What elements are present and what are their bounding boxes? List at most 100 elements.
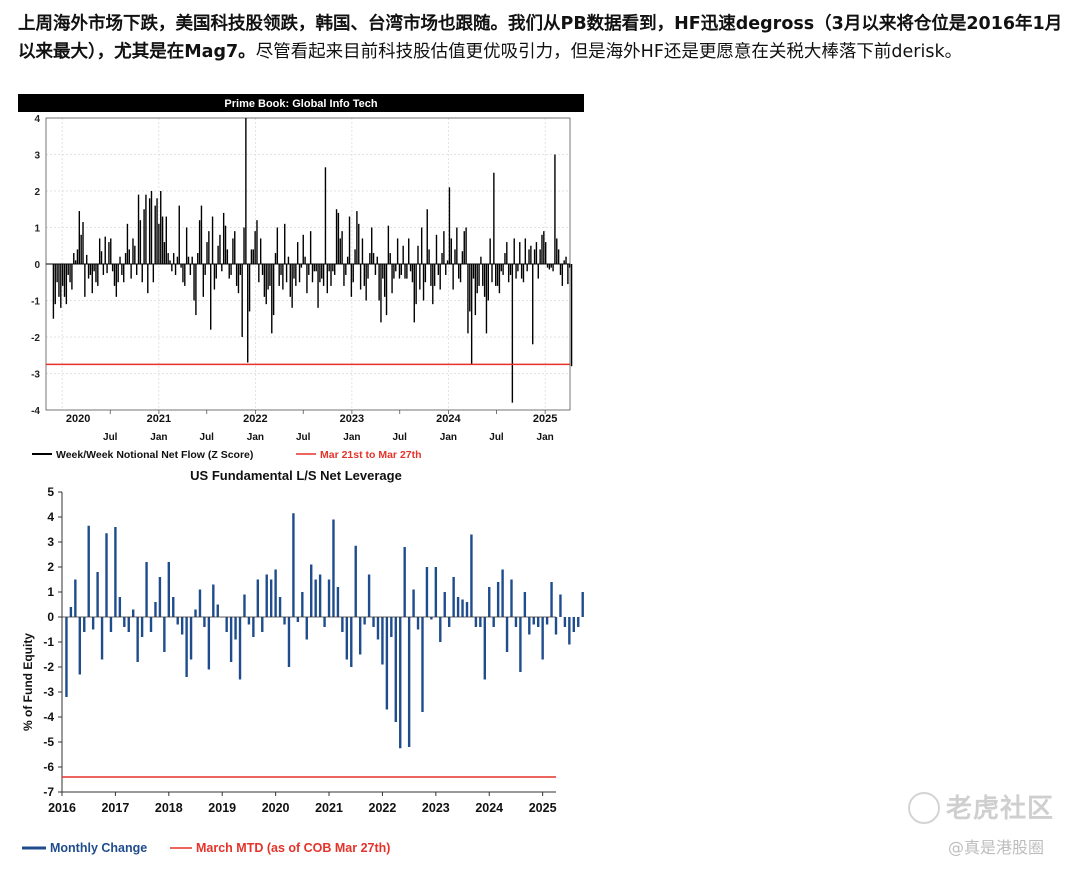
- chart1-bar: [533, 249, 536, 264]
- chart1-bar: [234, 231, 236, 264]
- chart1-bar: [532, 264, 534, 345]
- chart2-bar: [381, 617, 384, 665]
- chart1-bar: [539, 249, 541, 264]
- chart1-year-label: 2024: [436, 413, 461, 425]
- chart1-bar: [289, 264, 291, 297]
- chart2-year-label: 2018: [155, 801, 183, 815]
- chart2-bar: [109, 617, 113, 632]
- chart2-year-label: 2019: [208, 801, 236, 815]
- chart2-bar: [243, 594, 246, 617]
- chart2-bar: [207, 617, 211, 670]
- chart1-y-tick-label: -2: [31, 333, 40, 344]
- chart2-bar: [341, 617, 344, 632]
- chart1-bar: [565, 256, 567, 264]
- chart1-month-label: Jan: [247, 432, 264, 443]
- chart1-bar: [356, 211, 358, 264]
- chart1-bar: [130, 264, 132, 279]
- chart2-bar: [403, 547, 406, 617]
- chart2-bar: [301, 592, 304, 617]
- chart2-bar: [252, 617, 255, 637]
- chart1-bar: [569, 264, 571, 268]
- chart1-bar: [258, 264, 260, 283]
- chart1-bar: [424, 264, 427, 283]
- chart1-bar: [311, 264, 314, 283]
- chart1-bar: [134, 245, 136, 264]
- chart2-bar: [172, 597, 175, 617]
- chart1-bar: [443, 231, 445, 264]
- chart1-bar: [500, 264, 502, 272]
- chart1-bar: [502, 264, 504, 275]
- chart2-y-tick-label: 2: [47, 560, 54, 574]
- chart1-bar: [210, 264, 212, 330]
- chart2-bar: [296, 617, 300, 622]
- chart1-bar: [61, 264, 64, 286]
- chart1-bar: [263, 264, 266, 297]
- chart1-month-label: Jan: [440, 432, 457, 443]
- chart1-bar: [143, 209, 145, 264]
- chart1-bar: [306, 264, 308, 294]
- chart1-bar: [515, 264, 517, 279]
- chart1-bar: [557, 249, 560, 264]
- chart2-bar: [354, 545, 357, 617]
- chart1-bar: [556, 238, 558, 264]
- chart2-bar: [523, 592, 527, 617]
- watermark-brand-text: 老虎社区: [946, 794, 1055, 824]
- chart2-bar: [372, 617, 375, 627]
- chart2-legend-label-change: Monthly Change: [50, 841, 147, 855]
- chart2-bar: [216, 604, 219, 617]
- chart2-bar: [367, 574, 371, 617]
- chart2-bar: [528, 617, 531, 635]
- chart1-bar: [71, 264, 73, 290]
- chart1-bar: [219, 234, 221, 264]
- chart1-bar: [495, 264, 497, 286]
- chart1-bar: [430, 264, 432, 286]
- chart1-bar: [415, 264, 417, 305]
- chart1-bar: [554, 154, 556, 264]
- chart1-bar: [184, 264, 186, 286]
- chart2-y-tick-label: 4: [47, 510, 54, 524]
- chart2-bar: [96, 572, 99, 617]
- chart1-bar: [58, 264, 60, 297]
- chart1-bar: [259, 238, 262, 264]
- chart2-bar: [358, 617, 362, 655]
- chart1-bar: [485, 264, 488, 334]
- chart1-bar: [419, 264, 421, 290]
- chart2-bar: [194, 609, 197, 617]
- chart1-bar: [93, 264, 95, 272]
- chart1-bar: [433, 264, 436, 286]
- chart2-year-label: 2021: [315, 801, 343, 815]
- chart1-bar: [132, 238, 134, 264]
- chart2-bar: [256, 579, 260, 617]
- chart1-bar: [115, 264, 118, 297]
- chart1-bar: [267, 264, 269, 290]
- chart1-bar: [150, 191, 153, 264]
- chart2-bar: [283, 617, 286, 625]
- chart1-bar: [363, 264, 366, 286]
- chart2-bar: [229, 617, 233, 662]
- chart1-bar: [509, 264, 512, 275]
- chart2-y-tick-label: 3: [47, 535, 54, 549]
- chart2-y-tick-label: -2: [43, 660, 54, 674]
- chart2-bar: [238, 617, 242, 680]
- chart1-bar: [160, 191, 162, 264]
- chart1-bar: [402, 245, 404, 264]
- chart1-bar: [456, 227, 458, 264]
- chart2-bar: [399, 617, 402, 749]
- chart2-bar: [269, 579, 273, 617]
- chart1-legend-label-flow: Week/Week Notional Net Flow (Z Score): [56, 449, 253, 461]
- chart1-bar: [365, 264, 367, 301]
- chart1-bar: [104, 236, 106, 264]
- chart1-month-label: Jan: [150, 432, 167, 443]
- chart1-bar: [348, 216, 351, 264]
- chart1-bar: [483, 264, 486, 297]
- chart1-bar: [385, 264, 388, 316]
- chart1-bar: [198, 220, 201, 264]
- chart2-bar: [563, 617, 567, 627]
- chart2-y-tick-label: -4: [43, 710, 54, 724]
- chart2-bar: [69, 607, 73, 617]
- chart2-bar: [452, 577, 455, 617]
- chart1-bar: [252, 249, 254, 264]
- post-normal-text: 尽管看起来目前科技股估值更优吸引力，但是海外HF还是更愿意在关税大棒落下前der…: [255, 42, 963, 62]
- chart2-bar: [554, 617, 558, 635]
- chart1-bar: [309, 231, 312, 264]
